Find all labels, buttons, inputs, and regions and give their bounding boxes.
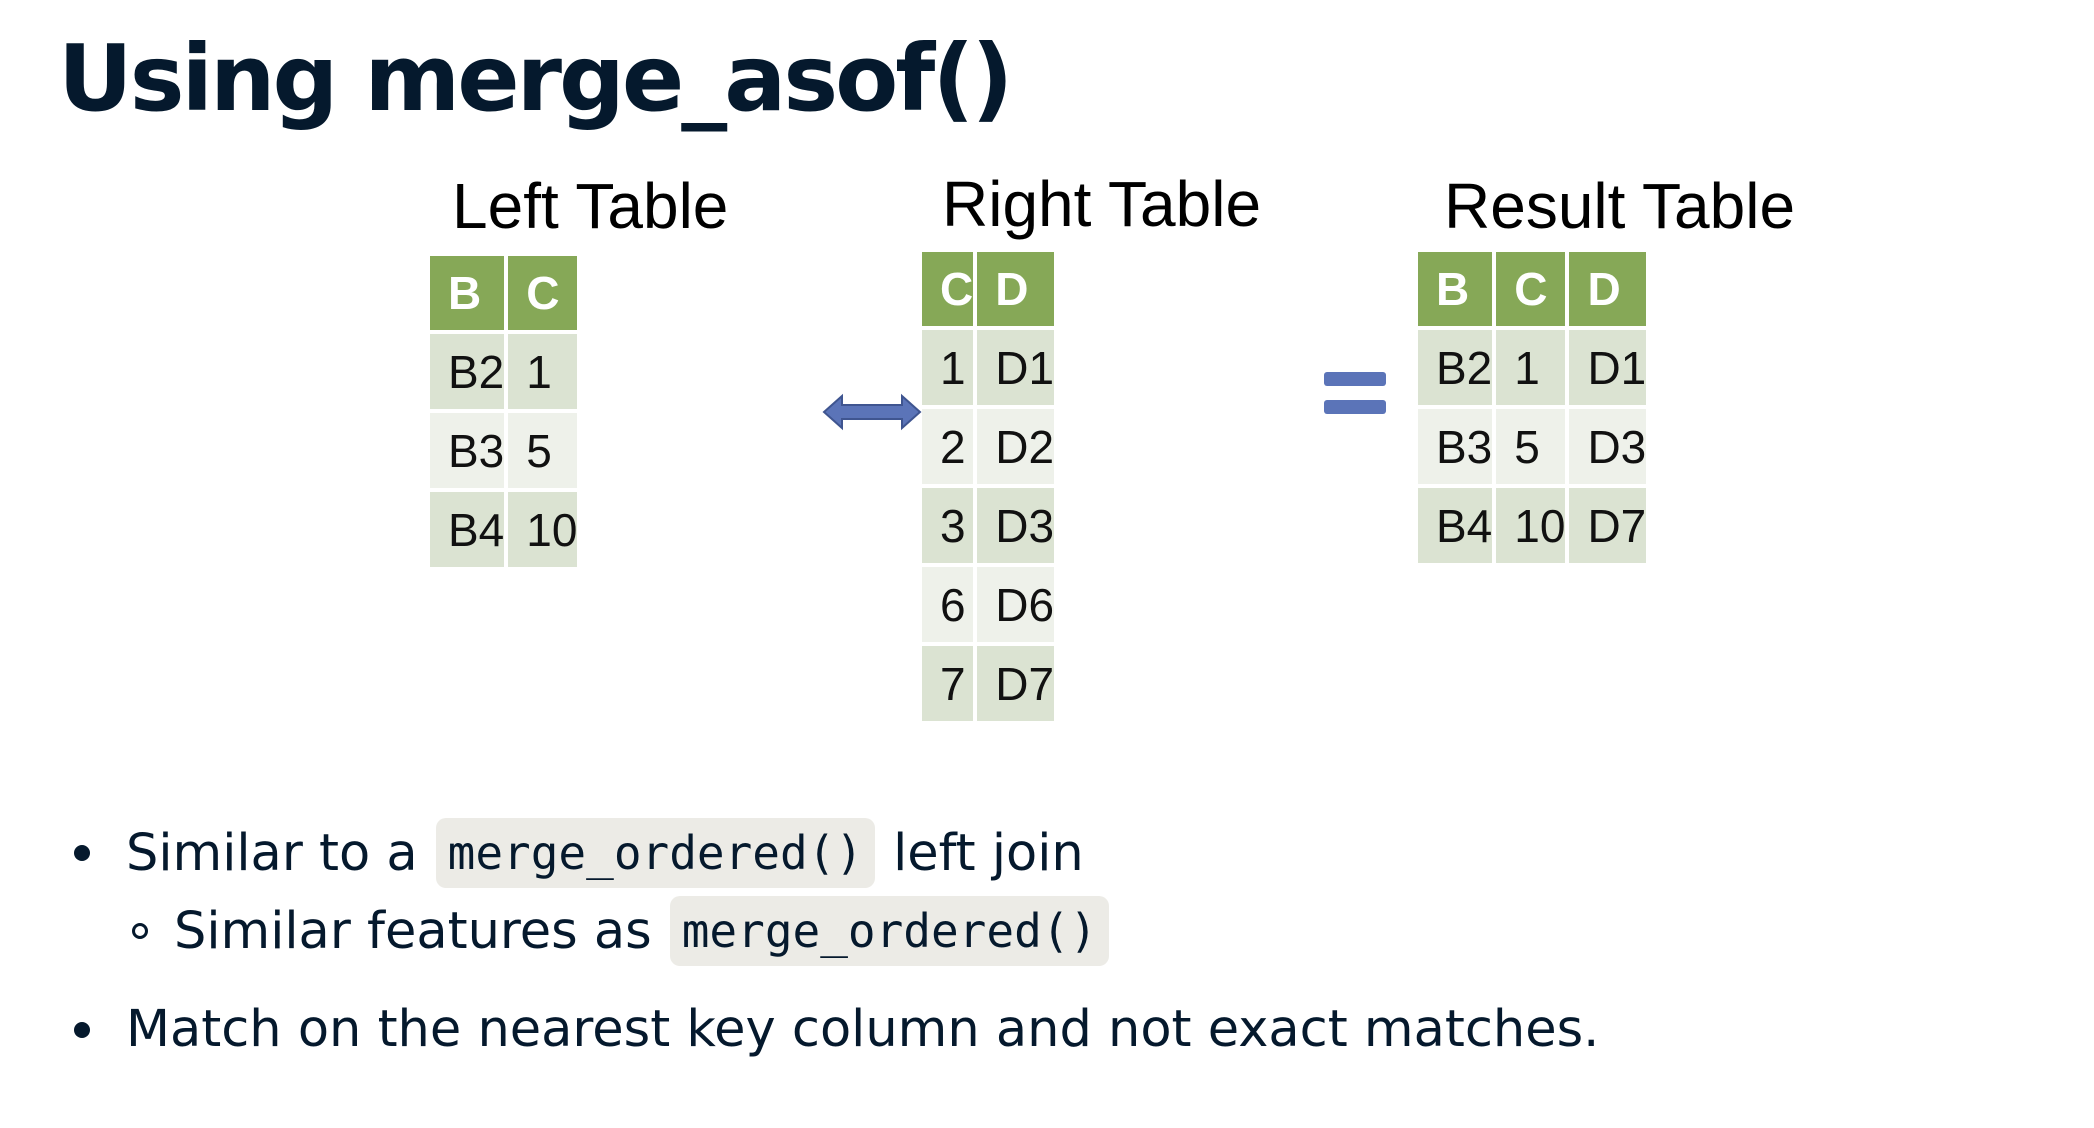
table-cell: D2 <box>977 409 1055 484</box>
table-header-row: B C <box>430 256 578 330</box>
left-table-caption: Left Table <box>452 170 729 242</box>
table-row: 1 D1 <box>922 330 1055 405</box>
table-cell: D1 <box>1569 330 1647 405</box>
table-row: 3 D3 <box>922 488 1055 563</box>
table-cell: 7 <box>922 646 974 721</box>
column-header: B <box>1418 252 1493 326</box>
table-cell: 10 <box>1496 488 1566 563</box>
column-header: C <box>508 256 578 330</box>
bullet-dot-icon <box>74 1021 90 1038</box>
column-header: B <box>430 256 505 330</box>
equals-icon <box>1324 372 1386 414</box>
right-table-caption: Right Table <box>942 168 1262 240</box>
table-cell: 10 <box>508 492 578 567</box>
bullet-item: Similar to a merge_ordered() left join <box>74 818 1084 888</box>
bullet-text: Match on the nearest key column and not … <box>126 1000 1600 1059</box>
table-row: B4 10 <box>430 492 578 567</box>
bullet-dot-icon <box>74 845 90 861</box>
table-cell: 1 <box>922 330 974 405</box>
table-cell: 2 <box>922 409 974 484</box>
table-cell: 1 <box>508 334 578 409</box>
table-cell: D7 <box>1569 488 1647 563</box>
column-header: C <box>922 252 974 326</box>
table-row: B3 5 D3 <box>1418 409 1647 484</box>
table-cell: 5 <box>1496 409 1566 484</box>
table-cell: D3 <box>977 488 1055 563</box>
table-cell: B3 <box>430 413 505 488</box>
sub-bullet-circle-icon <box>132 923 148 939</box>
table-header-row: B C D <box>1418 252 1647 326</box>
table-row: 6 D6 <box>922 567 1055 642</box>
bullet-text: left join <box>893 823 1084 883</box>
table-cell: B4 <box>430 492 505 567</box>
table-header-row: C D <box>922 252 1055 326</box>
result-table: B C D B2 1 D1 B3 5 D3 B4 10 D7 <box>1414 248 1650 567</box>
column-header: D <box>1569 252 1647 326</box>
table-cell: B2 <box>1418 330 1493 405</box>
table-row: B3 5 <box>430 413 578 488</box>
table-cell: B4 <box>1418 488 1493 563</box>
page-title: Using merge_asof() <box>58 25 1013 132</box>
bullet-text: Similar to a <box>126 823 418 883</box>
table-cell: D6 <box>977 567 1055 642</box>
result-table-caption: Result Table <box>1444 170 1796 242</box>
table-row: B4 10 D7 <box>1418 488 1647 563</box>
column-header: D <box>977 252 1055 326</box>
inline-code: merge_ordered() <box>669 896 1110 966</box>
table-cell: D7 <box>977 646 1055 721</box>
double-headed-arrow-icon <box>822 393 922 431</box>
bullet-text: Similar features as <box>174 901 652 961</box>
table-cell: 6 <box>922 567 974 642</box>
table-row: 7 D7 <box>922 646 1055 721</box>
table-row: B2 1 <box>430 334 578 409</box>
table-cell: 1 <box>1496 330 1566 405</box>
right-table: C D 1 D1 2 D2 3 D3 6 D6 7 D7 <box>918 248 1058 725</box>
left-table: B C B2 1 B3 5 B4 10 <box>426 252 581 571</box>
table-cell: D1 <box>977 330 1055 405</box>
table-cell: B2 <box>430 334 505 409</box>
bullet-item: Match on the nearest key column and not … <box>74 1000 1599 1059</box>
column-header: C <box>1496 252 1566 326</box>
table-cell: 3 <box>922 488 974 563</box>
sub-bullet-item: Similar features as merge_ordered() <box>132 896 1127 966</box>
table-cell: 5 <box>508 413 578 488</box>
table-cell: B3 <box>1418 409 1493 484</box>
table-row: B2 1 D1 <box>1418 330 1647 405</box>
table-cell: D3 <box>1569 409 1647 484</box>
table-row: 2 D2 <box>922 409 1055 484</box>
inline-code: merge_ordered() <box>435 818 876 888</box>
